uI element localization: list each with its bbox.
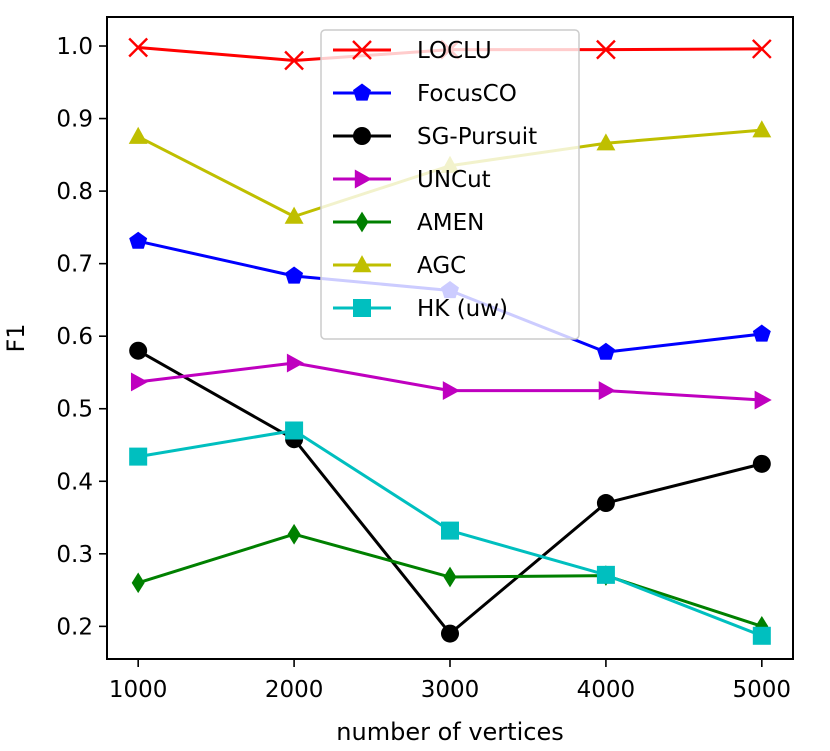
legend-label: AMEN <box>417 210 484 236</box>
series-uncut <box>130 353 772 410</box>
data-point-sg-pursuit-4000 <box>596 494 615 513</box>
legend-marker <box>352 255 372 273</box>
legend-item-amen: AMEN <box>333 210 484 236</box>
data-point-loclu-1000 <box>128 37 149 58</box>
data-point-hk-uw-3000 <box>441 521 459 540</box>
legend-item-sg-pursuit: SG-Pursuit <box>333 124 537 150</box>
y-tick-label: 0.3 <box>56 542 93 568</box>
data-point-uncut-2000 <box>286 353 304 373</box>
data-point-loclu-5000 <box>751 39 772 59</box>
data-point-loclu-2000 <box>284 50 304 71</box>
data-point-agc-2000 <box>284 206 304 224</box>
y-axis: 0.2 0.3 0.4 0.5 0.6 0.7 0.8 0.9 1.0 <box>56 34 107 640</box>
legend-item-focusco: FocusCO <box>333 81 517 107</box>
series-hk-uw <box>129 421 771 645</box>
y-axis-label: F1 <box>2 323 30 352</box>
x-tick-label: 3000 <box>421 677 480 703</box>
data-point-hk-uw-4000 <box>596 565 615 584</box>
legend-item-hk-uw: HK (uw) <box>333 296 508 322</box>
legend: LOCLU FocusCO SG-Pursuit UNCut AMEN AGC HK (uw… <box>320 29 580 340</box>
data-point-focusco-4000 <box>596 342 615 360</box>
x-axis-label: number of vertices <box>336 718 563 746</box>
data-point-loclu-4000 <box>596 39 616 60</box>
legend-marker <box>353 299 371 317</box>
x-tick-label: 2000 <box>265 677 324 703</box>
y-tick-label: 0.5 <box>56 397 93 423</box>
y-tick-label: 1.0 <box>56 34 93 60</box>
y-tick-label: 0.4 <box>56 469 93 495</box>
plot-lines <box>128 37 772 645</box>
data-point-uncut-5000 <box>754 390 772 410</box>
data-point-sg-pursuit-3000 <box>441 624 459 643</box>
data-point-agc-5000 <box>752 120 772 138</box>
series-amen <box>131 523 769 637</box>
x-tick-label: 1000 <box>109 677 168 703</box>
data-point-hk-uw-2000 <box>285 421 304 440</box>
data-point-sg-pursuit-5000 <box>752 454 771 473</box>
legend-label: SG-Pursuit <box>417 124 537 150</box>
x-tick-label: 4000 <box>577 677 636 703</box>
y-tick-label: 0.9 <box>56 107 93 133</box>
legend-label: FocusCO <box>417 81 517 107</box>
data-point-uncut-1000 <box>130 372 149 392</box>
data-point-amen-3000 <box>443 566 457 588</box>
data-point-focusco-2000 <box>285 266 304 284</box>
legend-label: LOCLU <box>417 38 492 64</box>
data-point-uncut-4000 <box>598 381 616 401</box>
legend-item-agc: AGC <box>333 253 466 279</box>
y-tick-label: 0.6 <box>56 324 93 350</box>
legend-label: AGC <box>417 253 466 279</box>
data-point-agc-4000 <box>596 133 616 151</box>
legend-box <box>320 29 580 340</box>
data-point-amen-2000 <box>287 523 301 545</box>
y-tick-label: 0.2 <box>56 614 93 640</box>
legend-marker <box>355 211 369 233</box>
legend-item-uncut: UNCut <box>333 167 491 193</box>
data-point-hk-uw-1000 <box>129 447 148 466</box>
data-point-focusco-1000 <box>129 231 148 249</box>
legend-marker <box>353 127 371 145</box>
data-point-hk-uw-5000 <box>752 626 771 645</box>
data-point-sg-pursuit-1000 <box>129 341 148 360</box>
x-tick-label: 5000 <box>733 677 792 703</box>
legend-item-loclu: LOCLU <box>333 38 492 64</box>
data-point-uncut-3000 <box>442 381 460 401</box>
legend-label: HK (uw) <box>417 296 508 322</box>
data-point-amen-1000 <box>131 572 145 594</box>
legend-marker <box>352 40 372 60</box>
x-axis: 1000 2000 3000 4000 5000 <box>109 659 791 703</box>
data-point-agc-1000 <box>128 126 148 144</box>
legend-marker <box>354 169 372 189</box>
y-tick-label: 0.7 <box>56 252 93 278</box>
y-tick-label: 0.8 <box>56 179 93 205</box>
data-point-focusco-5000 <box>752 324 771 342</box>
plot-frame <box>106 16 794 660</box>
legend-label: UNCut <box>417 167 491 193</box>
legend-marker <box>353 83 371 101</box>
